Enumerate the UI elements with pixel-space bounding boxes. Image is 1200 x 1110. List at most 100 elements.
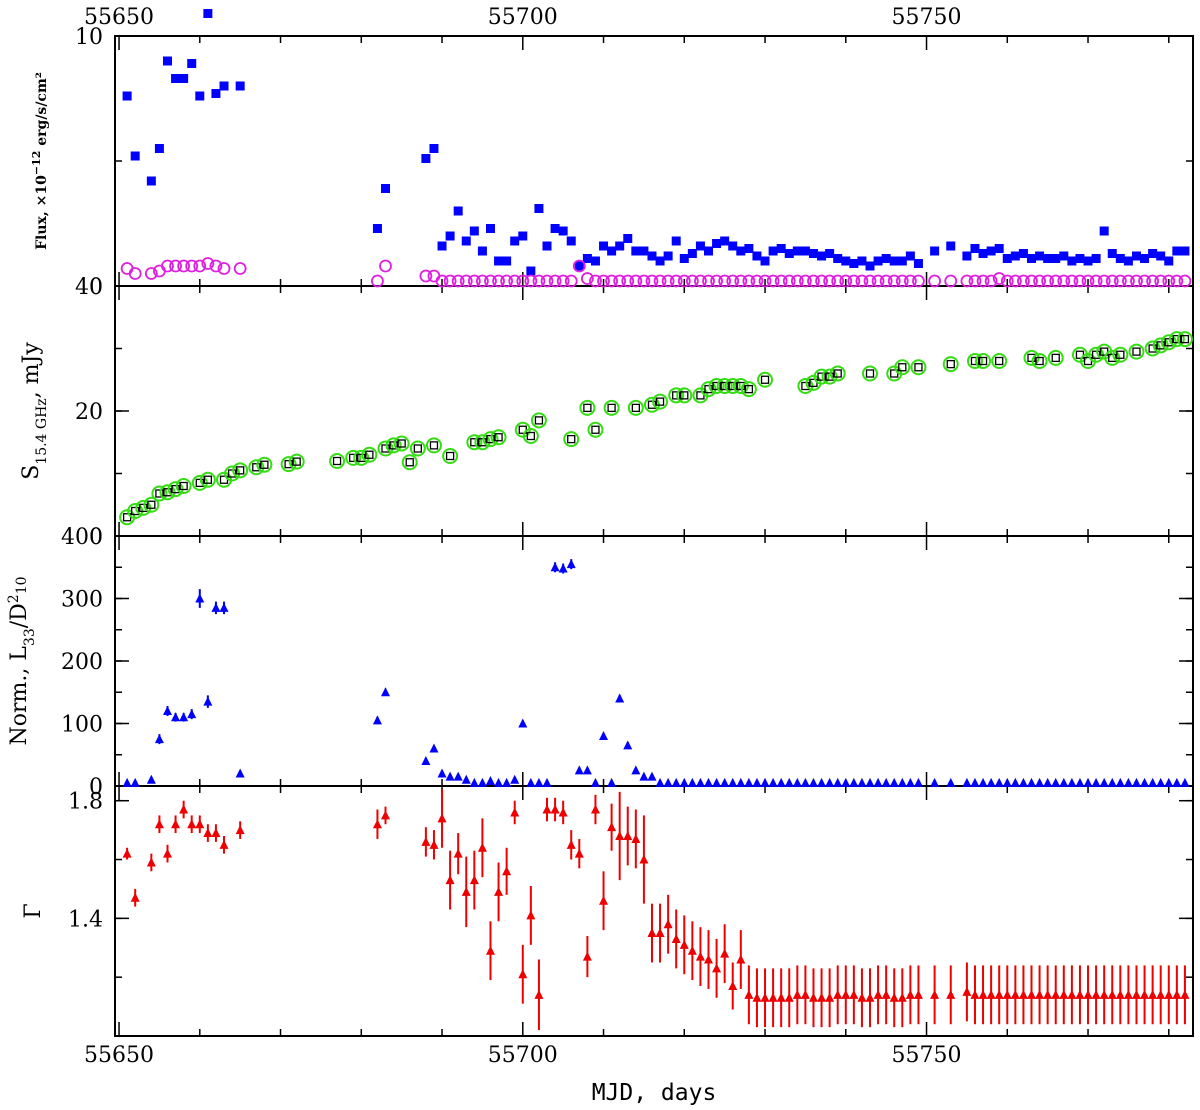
data-point-flux-s1 bbox=[1113, 274, 1127, 288]
data-point-gamma-s0 bbox=[534, 989, 544, 999]
data-point-gamma-s0 bbox=[833, 989, 843, 999]
data-point-norm-s0 bbox=[1091, 777, 1101, 787]
data-point-norm-s0 bbox=[946, 777, 956, 787]
data-point-flux-s0 bbox=[1180, 246, 1190, 256]
data-point-flux-s0 bbox=[1131, 251, 1141, 261]
data-point-flux-s0 bbox=[421, 154, 431, 163]
data-point-flux-s1 bbox=[209, 259, 223, 273]
data-point-gamma-s0 bbox=[235, 825, 245, 835]
data-point-flux-s0 bbox=[122, 91, 132, 101]
data-point-radio-s0 bbox=[466, 434, 483, 451]
data-point-radio-s0-inner bbox=[405, 458, 414, 467]
data-point-radio-s0 bbox=[393, 435, 410, 452]
data-point-flux-s1 bbox=[871, 274, 885, 288]
data-point-norm-s0 bbox=[1123, 777, 1133, 787]
data-point-gamma-s0 bbox=[502, 866, 512, 876]
data-point-gamma-s0 bbox=[639, 854, 649, 864]
data-point-radio-s0-inner bbox=[155, 489, 164, 498]
data-point-gamma-s0 bbox=[857, 992, 867, 1002]
data-point-gamma-s0 bbox=[1131, 989, 1141, 999]
data-point-radio-s0 bbox=[175, 478, 192, 494]
y-tick-label-norm: 400 bbox=[61, 525, 103, 550]
data-point-flux-s1 bbox=[710, 274, 723, 288]
y-tick-label-gamma: 1.4 bbox=[68, 907, 103, 932]
data-point-flux-s0 bbox=[582, 254, 592, 263]
data-point-flux-s0 bbox=[526, 266, 536, 276]
data-point-gamma-s0 bbox=[873, 989, 883, 999]
x-axis-label: MJD, days bbox=[592, 1080, 717, 1106]
data-point-flux-s0 bbox=[623, 234, 633, 243]
data-point-radio-s0-inner bbox=[1116, 350, 1125, 359]
data-point-flux-s0 bbox=[873, 256, 883, 266]
data-point-radio-s0-inner bbox=[995, 356, 1004, 366]
data-point-flux-s0 bbox=[792, 246, 802, 256]
data-point-flux-s1 bbox=[1130, 274, 1143, 288]
data-point-flux-s0 bbox=[930, 246, 940, 256]
data-point-gamma-s0 bbox=[792, 989, 802, 999]
data-point-radio-s0-inner bbox=[494, 433, 503, 442]
data-point-norm-s0 bbox=[1172, 777, 1182, 787]
data-point-flux-s0 bbox=[445, 231, 455, 241]
data-point-norm-s0 bbox=[494, 777, 504, 787]
data-point-flux-s0 bbox=[1059, 251, 1069, 261]
data-point-radio-s0 bbox=[757, 371, 774, 388]
data-point-gamma-s0 bbox=[720, 948, 730, 958]
data-point-norm-s0 bbox=[421, 756, 431, 765]
data-point-flux-s1 bbox=[144, 267, 158, 280]
data-point-radio-s0 bbox=[563, 431, 580, 448]
data-point-gamma-s0 bbox=[461, 886, 471, 896]
data-point-radio-s0-inner bbox=[292, 457, 301, 466]
data-point-flux-s1 bbox=[742, 274, 756, 288]
data-point-norm-s0 bbox=[171, 712, 181, 722]
data-point-flux-s0 bbox=[962, 251, 972, 261]
data-point-norm-s0 bbox=[671, 777, 681, 787]
data-point-norm-s0 bbox=[776, 777, 786, 787]
x-tick-label: 55750 bbox=[892, 1043, 962, 1068]
data-point-gamma-s0 bbox=[429, 839, 439, 849]
y-axis-label-norm: Norm., L33/D210 bbox=[6, 576, 38, 745]
data-point-norm-s0 bbox=[146, 774, 156, 784]
data-point-radio-s0-inner bbox=[607, 403, 616, 413]
data-point-flux-s1 bbox=[734, 274, 748, 288]
data-point-flux-s0 bbox=[566, 236, 576, 246]
data-point-norm-s0 bbox=[453, 771, 463, 781]
data-point-norm-s0 bbox=[913, 777, 923, 787]
data-point-flux-s1 bbox=[467, 274, 481, 288]
data-point-gamma-s0 bbox=[599, 895, 609, 905]
data-point-gamma-s0 bbox=[623, 831, 633, 840]
data-point-norm-s0 bbox=[607, 777, 617, 787]
data-point-norm-s0 bbox=[768, 777, 778, 787]
data-point-norm-s0 bbox=[647, 771, 657, 781]
data-point-flux-s1 bbox=[580, 272, 594, 285]
data-point-gamma-s0 bbox=[518, 969, 528, 979]
data-point-flux-s1 bbox=[912, 274, 925, 288]
data-point-norm-s0 bbox=[1067, 777, 1077, 787]
data-point-radio-s0-inner bbox=[1027, 353, 1036, 363]
data-point-flux-s0 bbox=[1164, 256, 1174, 266]
data-point-radio-s0 bbox=[627, 399, 644, 416]
data-point-gamma-s0 bbox=[946, 989, 956, 999]
data-point-radio-s0-inner bbox=[236, 466, 245, 475]
data-point-gamma-s0 bbox=[962, 986, 972, 996]
data-point-gamma-s0 bbox=[768, 992, 778, 1002]
data-point-flux-s1 bbox=[887, 274, 901, 288]
panel-frame-gamma bbox=[114, 785, 1194, 1037]
data-point-gamma-s0 bbox=[477, 842, 487, 852]
data-point-radio-s0 bbox=[232, 462, 249, 479]
data-point-gamma-s0 bbox=[1172, 989, 1182, 999]
data-point-gamma-s0 bbox=[381, 810, 391, 820]
data-point-flux-s0 bbox=[453, 206, 463, 216]
data-point-radio-s0-inner bbox=[978, 356, 988, 366]
data-point-gamma-s0 bbox=[663, 919, 673, 929]
data-point-norm-s0 bbox=[905, 777, 915, 787]
data-point-gamma-s0 bbox=[1180, 989, 1190, 999]
data-point-gamma-s0 bbox=[1123, 989, 1133, 999]
data-point-norm-s0 bbox=[720, 777, 730, 787]
data-point-flux-s0 bbox=[1156, 251, 1166, 261]
data-point-gamma-s0 bbox=[146, 857, 156, 867]
data-point-gamma-s0 bbox=[986, 989, 996, 999]
data-point-norm-s0 bbox=[865, 777, 875, 787]
data-point-norm-s0 bbox=[219, 602, 229, 612]
data-point-gamma-s0 bbox=[162, 848, 172, 858]
